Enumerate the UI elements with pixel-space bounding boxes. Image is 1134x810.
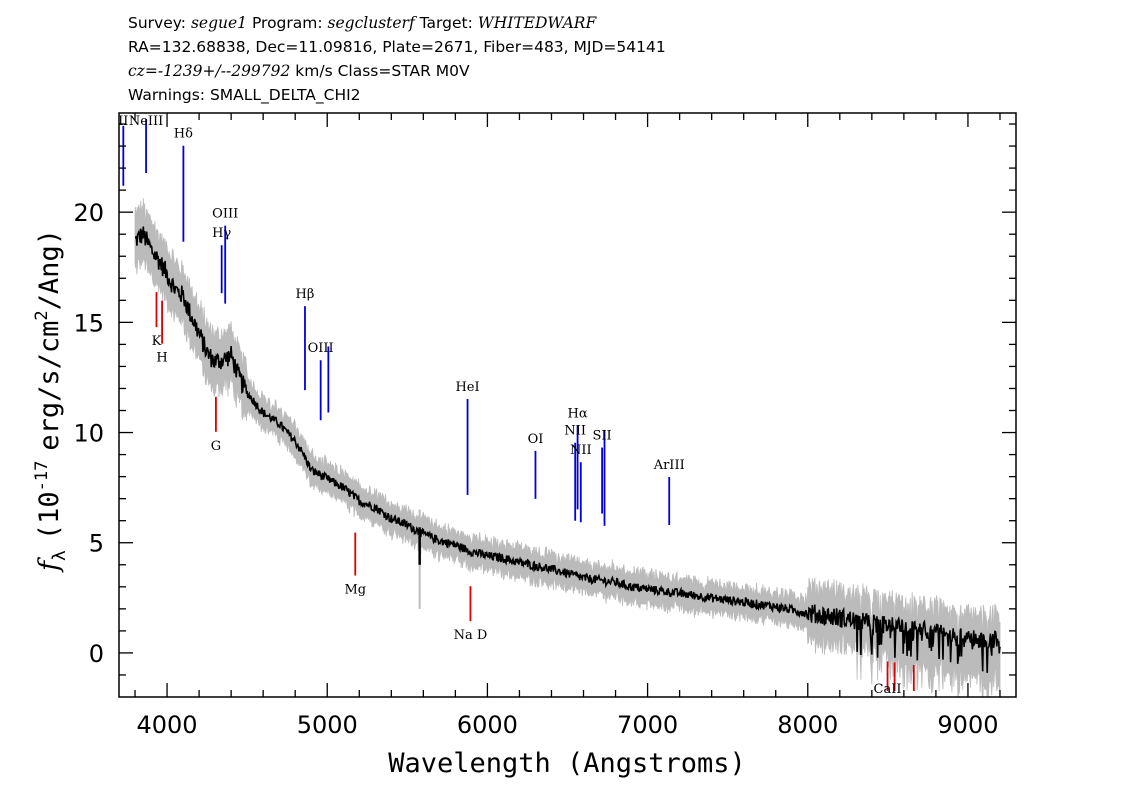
target-key: Target:: [419, 14, 473, 32]
emission-line-label: NII: [564, 424, 586, 439]
y-axis-symbol-sub: λ: [49, 550, 70, 561]
x-tick-label: 7000: [617, 711, 678, 739]
spectral-lines: [122, 119, 915, 691]
header-line-2: RA=132.68838, Dec=11.09816, Plate=2671, …: [128, 38, 666, 56]
survey-key: Survey:: [128, 14, 187, 32]
survey-value: segue1: [190, 14, 248, 32]
absorption-line-label: H: [156, 351, 167, 366]
program-key: Program:: [251, 14, 323, 32]
y-axis-symbol: f: [34, 557, 65, 573]
absorption-line-label: Mg: [344, 583, 366, 598]
flux-series: [134, 226, 1001, 673]
x-tick-label: 9000: [937, 711, 998, 739]
emission-line-label: SII: [593, 429, 612, 444]
emission-line-label: II: [118, 114, 128, 129]
emission-line-label: NII: [570, 443, 592, 458]
emission-line-label: Hγ: [212, 226, 231, 241]
emission-line-label: Hα: [568, 406, 588, 421]
emission-line-label: Hδ: [174, 127, 193, 142]
x-tick-label: 4000: [137, 711, 198, 739]
absorption-line-label: CaII: [874, 682, 902, 697]
emission-line-label: OIII: [308, 341, 334, 356]
tick-labels: 4000 5000 6000 7000 8000 9000 0 5 10 15 20: [73, 199, 998, 739]
target-value: WHITEDWARF: [477, 14, 597, 32]
x-tick-label: 5000: [297, 711, 358, 739]
axis-ticks: [119, 113, 1016, 697]
class-value: km/s Class=STAR M0V: [290, 62, 470, 80]
y-axis-unit-exp-a: -17: [32, 461, 52, 492]
emission-line-label: OIII: [212, 207, 238, 222]
emission-line-label: HeI: [455, 380, 479, 395]
emission-line-label: ArIII: [653, 458, 685, 473]
y-axis-unit-exp-b: 2: [32, 310, 52, 320]
y-axis-unit-a: (10: [34, 491, 65, 540]
spectral-line-labels: II NeIIIHδHγOIIIHβOIIIHeIOINIIHαNIISIIArI…: [118, 114, 901, 697]
absorption-line-label: G: [211, 439, 221, 454]
header-line-4: Warnings: SMALL_DELTA_CHI2: [128, 86, 361, 104]
y-axis-title: fλ (10-17 erg/s/cm2/Ang): [32, 229, 70, 573]
absorption-line-label: K: [152, 334, 162, 349]
absorption-line-label: Na D: [454, 628, 488, 643]
emission-line-label: Hβ: [296, 287, 315, 302]
x-tick-label: 8000: [777, 711, 838, 739]
y-tick-label: 5: [89, 530, 104, 558]
emission-line-label: OI: [528, 432, 544, 447]
x-axis-title: Wavelength (Angstroms): [388, 748, 746, 779]
emission-line-label: NeIII: [129, 114, 163, 129]
y-tick-label: 20: [73, 199, 104, 227]
program-value: segclusterf: [327, 14, 415, 32]
y-axis-unit-b: erg/s/cm: [34, 321, 65, 451]
flux-line: [134, 226, 1001, 673]
plot-frame: [118, 112, 1017, 698]
y-tick-label: 10: [73, 420, 104, 448]
y-tick-label: 15: [73, 309, 104, 337]
header-line-1: Survey: segue1 Program: segclusterf Targ…: [128, 14, 597, 32]
y-tick-label: 0: [89, 640, 104, 668]
x-tick-label: 6000: [457, 711, 518, 739]
header-line-3: cz=-1239+/--299792 km/s Class=STAR M0V: [128, 62, 470, 80]
redshift-value: cz=-1239+/--299792: [128, 62, 291, 80]
y-axis-unit-c: /Ang): [34, 229, 65, 310]
